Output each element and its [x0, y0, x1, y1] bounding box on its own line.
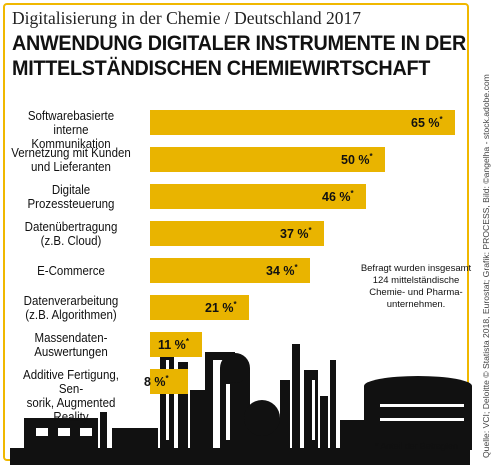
survey-note-line4: unternehmen.	[386, 299, 446, 310]
bar-value-label: 8 %*	[144, 374, 169, 390]
category-label: Digitale Prozessteuerung	[9, 183, 132, 211]
category-label: Additive Fertigung, Sen-sorik, Augmented…	[9, 368, 132, 424]
bar	[150, 369, 188, 394]
category-label: Softwarebasierte interne Kommunikation	[9, 109, 132, 151]
category-label-line: (z.B. Algorithmen)	[25, 307, 117, 322]
category-label-line: Additive Fertigung, Sen-	[23, 367, 119, 396]
value-marker: *	[185, 337, 189, 346]
category-label-line: Softwarebasierte interne	[27, 108, 115, 137]
survey-note-line1: Befragt wurden insgesamt	[360, 263, 472, 274]
survey-note-line2: 124 mittelständische	[372, 275, 460, 286]
category-label-line: Vernetzung mit Kunden	[11, 145, 131, 160]
category-label: Vernetzung mit Kunden und Lieferanten	[9, 146, 132, 174]
value-marker: *	[350, 189, 354, 198]
category-label-line: sorik, Augmented Reality	[26, 395, 116, 424]
category-label-line: E-Commerce	[37, 263, 105, 278]
bar-value-label: 21 %*	[205, 300, 237, 316]
category-label-line: (z.B. Cloud)	[40, 233, 102, 248]
industry-skyline-illustration	[10, 336, 472, 465]
category-label-line: Massendaten-	[34, 330, 108, 345]
bar-value-label: 50 %*	[341, 152, 373, 168]
survey-note-line3: Chemie- und Pharma-	[369, 287, 463, 298]
chart-subtitle: Digitalisierung in der Chemie / Deutschl…	[12, 8, 361, 28]
survey-note: Befragt wurden insgesamt 124 mittelständ…	[356, 263, 476, 311]
value-marker: *	[308, 226, 312, 235]
chart-title-line2: MITTELSTÄNDISCHEN CHEMIEWIRTSCHAFT	[12, 56, 431, 80]
footnote: * Anteil der Befragten	[375, 441, 458, 452]
bar	[150, 110, 455, 135]
chart-title-line1: ANWENDUNG DIGITALER INSTRUMENTE IN DER	[12, 31, 466, 55]
category-label-line: Auswertungen	[34, 344, 108, 359]
category-label-line: Datenverarbeitung	[23, 293, 119, 308]
bar	[150, 184, 366, 209]
bar	[150, 147, 385, 172]
bar-value-label: 37 %*	[280, 226, 312, 242]
value-marker: *	[233, 300, 237, 309]
value-marker: *	[439, 115, 443, 124]
bar-value-label: 65 %*	[411, 115, 443, 131]
category-label: Datenverarbeitung (z.B. Algorithmen)	[9, 294, 132, 322]
category-label-line: und Lieferanten	[31, 159, 111, 174]
bar-value-label: 46 %*	[322, 189, 354, 205]
category-label: E-Commerce	[9, 264, 132, 278]
category-label-line: Digitale	[51, 182, 91, 197]
bar	[150, 332, 202, 357]
value-marker: *	[294, 263, 298, 272]
bar	[150, 295, 249, 320]
bar-value-label: 34 %*	[266, 263, 298, 279]
chart-title: ANWENDUNG DIGITALER INSTRUMENTE IN DER M…	[12, 31, 466, 81]
bar	[150, 258, 310, 283]
category-label: Massendaten- Auswertungen	[9, 331, 132, 359]
category-label-line: Kommunikation	[31, 136, 111, 151]
category-label: Datenübertragung (z.B. Cloud)	[9, 220, 132, 248]
bar-value-label: 11 %*	[158, 337, 189, 353]
value-marker: *	[369, 152, 373, 161]
value-marker: *	[165, 374, 169, 383]
category-label-line: Prozessteuerung	[27, 196, 115, 211]
source-credit: Quelle: VCI; Deloitte © Statista 2018, E…	[481, 74, 491, 458]
category-label-line: Datenübertragung	[24, 219, 118, 234]
bar	[150, 221, 324, 246]
